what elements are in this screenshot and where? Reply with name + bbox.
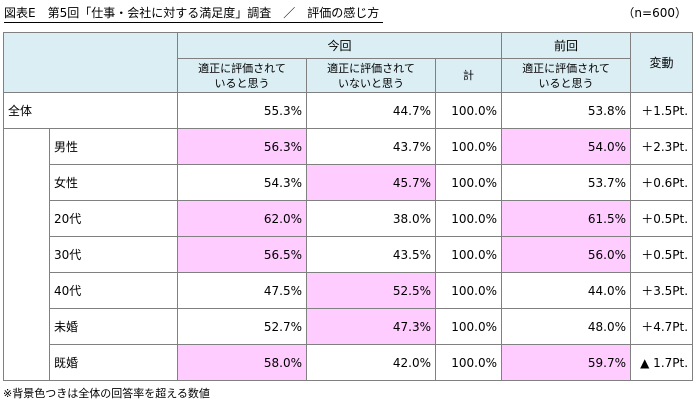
header-current: 今回 — [176, 32, 503, 59]
cell-evaluated: 56.5% — [177, 236, 307, 273]
row-indent — [3, 344, 50, 381]
survey-table: 今回 前回 変動 適正に評価されて いると思う 適正に評価されて いないと思う 計 … — [3, 32, 694, 381]
row-indent — [3, 164, 50, 201]
cell-not-evaluated: 47.3% — [306, 308, 436, 345]
header-prev-evaluated: 適正に評価されて いると思う — [501, 58, 632, 93]
row-indent — [3, 128, 50, 165]
row-label: 女性 — [49, 164, 178, 201]
row-indent — [3, 200, 50, 237]
cell-change: ＋0.5Pt. — [630, 236, 694, 273]
title-row: 図表E 第5回「仕事・会社に対する満足度」調査 ／ 評価の感じ方 （n=600） — [4, 4, 693, 24]
cell-total: 100.0% — [434, 272, 503, 309]
row-label: 未婚 — [49, 308, 178, 345]
row-label: 男性 — [49, 128, 178, 165]
cell-change: ＋1.5Pt. — [630, 92, 694, 129]
cell-total: 100.0% — [434, 128, 503, 165]
header-previous: 前回 — [501, 32, 632, 59]
table-row: 40代 47.5% 52.5% 100.0% 44.0% ＋3.5Pt. — [3, 272, 694, 309]
header-evaluated: 適正に評価されて いると思う — [177, 58, 307, 93]
cell-change: ▲ 1.7Pt. — [630, 344, 694, 381]
cell-not-evaluated: 45.7% — [306, 164, 436, 201]
table-row: 未婚 52.7% 47.3% 100.0% 48.0% ＋4.7Pt. — [3, 308, 694, 345]
cell-total: 100.0% — [434, 92, 503, 129]
cell-evaluated: 62.0% — [177, 200, 307, 237]
row-label: 30代 — [49, 236, 178, 273]
cell-not-evaluated: 44.7% — [306, 92, 436, 129]
cell-previous: 53.7% — [501, 164, 632, 201]
table-row: 20代 62.0% 38.0% 100.0% 61.5% ＋0.5Pt. — [3, 200, 694, 237]
cell-not-evaluated: 42.0% — [306, 344, 436, 381]
cell-change: ＋0.5Pt. — [630, 200, 694, 237]
cell-not-evaluated: 52.5% — [306, 272, 436, 309]
cell-evaluated: 47.5% — [177, 272, 307, 309]
cell-previous: 56.0% — [501, 236, 632, 273]
page-title: 図表E 第5回「仕事・会社に対する満足度」調査 ／ 評価の感じ方 — [4, 4, 384, 23]
cell-previous: 48.0% — [501, 308, 632, 345]
cell-not-evaluated: 43.7% — [306, 128, 436, 165]
cell-change: ＋4.7Pt. — [630, 308, 694, 345]
cell-change: ＋3.5Pt. — [630, 272, 694, 309]
cell-evaluated: 55.3% — [177, 92, 307, 129]
cell-total: 100.0% — [434, 164, 503, 201]
row-label: 既婚 — [49, 344, 178, 381]
table-row: 既婚 58.0% 42.0% 100.0% 59.7% ▲ 1.7Pt. — [3, 344, 694, 381]
header-total: 計 — [434, 58, 503, 93]
table-row: 30代 56.5% 43.5% 100.0% 56.0% ＋0.5Pt. — [3, 236, 694, 273]
cell-evaluated: 52.7% — [177, 308, 307, 345]
header-not-evaluated: 適正に評価されて いないと思う — [306, 58, 436, 93]
table-row: 女性 54.3% 45.7% 100.0% 53.7% ＋0.6Pt. — [3, 164, 694, 201]
row-label: 全体 — [3, 92, 178, 129]
cell-not-evaluated: 38.0% — [306, 200, 436, 237]
row-indent — [3, 272, 50, 309]
table-row: 全体 55.3% 44.7% 100.0% 53.8% ＋1.5Pt. — [3, 92, 694, 129]
cell-total: 100.0% — [434, 236, 503, 273]
cell-previous: 53.8% — [501, 92, 632, 129]
row-indent — [3, 236, 50, 273]
row-label: 20代 — [49, 200, 178, 237]
cell-change: ＋0.6Pt. — [630, 164, 694, 201]
cell-previous: 44.0% — [501, 272, 632, 309]
row-label: 40代 — [49, 272, 178, 309]
row-indent — [3, 308, 50, 345]
cell-not-evaluated: 43.5% — [306, 236, 436, 273]
cell-previous: 59.7% — [501, 344, 632, 381]
cell-previous: 61.5% — [501, 200, 632, 237]
cell-evaluated: 58.0% — [177, 344, 307, 381]
cell-total: 100.0% — [434, 200, 503, 237]
footnote: ※背景色つきは全体の回答率を超える数値 — [3, 387, 210, 400]
table-row: 男性 56.3% 43.7% 100.0% 54.0% ＋2.3Pt. — [3, 128, 694, 165]
sample-size-label: （n=600） — [622, 6, 687, 20]
cell-total: 100.0% — [434, 344, 503, 381]
cell-evaluated: 56.3% — [177, 128, 307, 165]
cell-total: 100.0% — [434, 308, 503, 345]
header-corner — [3, 32, 178, 93]
header-change: 変動 — [630, 32, 694, 93]
cell-evaluated: 54.3% — [177, 164, 307, 201]
cell-previous: 54.0% — [501, 128, 632, 165]
cell-change: ＋2.3Pt. — [630, 128, 694, 165]
